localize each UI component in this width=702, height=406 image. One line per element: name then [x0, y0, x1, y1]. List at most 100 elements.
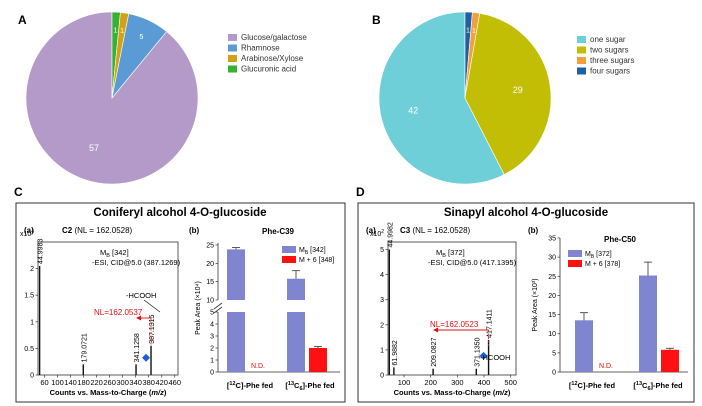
- spectrum-c-esi-label: -ESI, CID@5.0 (387.1269): [92, 258, 181, 267]
- panel-d-frame: [357, 202, 695, 403]
- bars-c: (b) Phe-C39 0 1 2 3 4 5 10 15 20 25 Peak Area (×10⁴)…: [189, 226, 340, 392]
- bars-c-y-tick-label-low-4: 4: [210, 322, 214, 329]
- spectrum-c-peak-label-2: 341.1258: [134, 333, 141, 362]
- spectrum-c-x-label: Counts vs. Mass-to-Charge (m/z): [50, 388, 167, 397]
- pie-b-slice-label-2: 1: [472, 28, 476, 35]
- bars-d-bar-0-1: [639, 275, 657, 372]
- spectrum-c-y-tick-label-2: 1: [30, 319, 34, 326]
- bars-c-y-tick-label-high-1: 15: [206, 279, 214, 286]
- panel-label-d: D: [356, 185, 365, 199]
- spectrum-c-x-tick-label-2: 140: [64, 378, 77, 387]
- spectrum-d-label: (a): [366, 226, 376, 235]
- bars-d-y-tick-label-4: 20: [548, 293, 556, 300]
- bars-c-category-label-0: [12C]-Phe fed: [227, 381, 274, 390]
- spectrum-d-peak-label-0: 44.9982: [387, 222, 394, 247]
- spectrum-c-nl-label: NL=162.0537: [94, 308, 143, 317]
- bars-d-y-tick-label-0: 0: [552, 370, 556, 377]
- spectrum-d-peak-label-2: 209.0827: [431, 337, 438, 366]
- pie-b-legend-label-2: three sugars: [590, 56, 634, 65]
- pie-a-legend-swatch-3: [228, 65, 237, 73]
- spectrum-d-ion-label: MB [372]: [436, 248, 465, 259]
- pie-b-slice-label-3: 1: [466, 27, 470, 34]
- spectrum-d-nl-arrow-head: [433, 327, 439, 333]
- pie-a-slice-1: [111, 13, 167, 99]
- bars-c-legend-label-1: M + 6 [348]: [299, 257, 334, 264]
- spectrum-d-peak-label-3: 371.1350: [474, 337, 481, 366]
- pie-b: 42 1 1 29: [378, 11, 552, 185]
- pie-a-legend-swatch-2: [228, 55, 237, 62]
- spectrum-c-label: (a): [24, 226, 34, 235]
- pie-b-legend-label-1: two sugars: [590, 46, 629, 55]
- bars-c-y-tick-label-low-1: 1: [210, 358, 214, 365]
- bars-c-bar-0-1-low: [287, 312, 305, 372]
- spectrum-d-x-tick-label-2: 300: [451, 378, 464, 387]
- bars-c-bar-0-0-low: [227, 312, 245, 372]
- spectrum-d-plot-area: [387, 241, 517, 376]
- bars-d-nd-label: N.D.: [599, 363, 613, 370]
- bars-c-legend-swatch-0: [282, 246, 296, 253]
- spectrum-c-x-tick-label-9: 420: [155, 378, 168, 387]
- spectrum-d-peak-label-1: 61.9882: [392, 340, 399, 365]
- bars-c-title: Phe-C39: [262, 227, 295, 236]
- bars-c-y-tick-label-high-0: 10: [206, 298, 214, 305]
- pie-b-slice-label-0: 42: [408, 106, 418, 116]
- spectrum-d: (a) C3 (NL = 162.0528) x102 0 1 2 3 4 5 100 200 300…: [366, 222, 517, 397]
- bars-d-y-tick-label-5: 25: [548, 274, 556, 281]
- bars-c-bar-0-0: [227, 249, 245, 300]
- spectrum-c-loss-line: [143, 299, 161, 313]
- spectrum-d-esi-label: -ESI, CID@5.0 (417.1395): [428, 258, 517, 267]
- pie-a-legend-label-0: Glucose/galactose: [241, 33, 307, 42]
- spectrum-d-x-tick-label-4: 500: [504, 378, 517, 387]
- bars-d-legend-swatch-0: [568, 250, 582, 257]
- bars-c-y-label: Peak Area (×10⁴): [195, 281, 202, 335]
- spectrum-c-y-tick-label-1: 0.5: [24, 346, 34, 353]
- bars-d-legend-label-0: MB [372]: [585, 251, 612, 260]
- pie-a-slice-label-3: 1: [113, 27, 117, 34]
- bars-c-y-tick-label-low-3: 3: [210, 334, 214, 341]
- spectrum-c-x-tick-label-5: 260: [103, 378, 116, 387]
- pie-b-legend-swatch-1: [577, 46, 586, 54]
- bars-d-y-tick-label-3: 15: [548, 312, 556, 319]
- pie-b-legend-swatch-3: [577, 67, 586, 75]
- spectrum-d-y-tick-label-2: 2: [380, 322, 384, 329]
- spectrum-c-x-tick-label-8: 380: [142, 378, 155, 387]
- panel-c-title: Coniferyl alcohol 4-O-glucoside: [93, 207, 266, 219]
- bars-d-title: Phe-C50: [604, 235, 637, 244]
- pie-b-slice-0: [378, 11, 505, 185]
- bars-c-y-tick-label-low-5: 5: [210, 310, 214, 317]
- spectrum-d-y-tick-label-5: 5: [380, 247, 384, 254]
- spectrum-c-peak-label-1: 179.0721: [81, 333, 88, 362]
- spectrum-c-y-exponent: x104: [20, 229, 34, 238]
- spectrum-c-x-tick-label-0: 60: [40, 378, 48, 387]
- pie-b-legend-swatch-2: [577, 57, 586, 64]
- spectrum-c-x-tick-label-4: 220: [90, 378, 103, 387]
- spectrum-d-precursor-marker: [479, 351, 488, 360]
- spectrum-d-y-exponent: x102: [370, 229, 384, 238]
- spectrum-c-x-tick-label-10: 460: [168, 378, 181, 387]
- pie-a-legend-swatch-1: [228, 44, 237, 52]
- spectrum-c-x-tick-label-7: 340: [129, 378, 142, 387]
- bars-c-y-tick-label-high-2: 20: [206, 261, 214, 268]
- bars-d-bar-0-0: [575, 320, 593, 372]
- spectrum-d-y-tick-label-0: 0: [380, 373, 384, 380]
- panel-c-frame: [15, 202, 346, 403]
- spectrum-c-precursor-marker: [142, 353, 151, 362]
- spectrum-d-y-tick-label-3: 3: [380, 297, 384, 304]
- pie-b-slice-1: [464, 12, 552, 175]
- spectrum-c-x-tick-label-6: 300: [116, 378, 129, 387]
- pie-a-legend-swatch-0: [228, 34, 237, 41]
- spectrum-d-x-tick-label-0: 100: [398, 378, 411, 387]
- bars-d-y-label: Peak Area (×10³): [532, 278, 539, 331]
- panel-d-title: Sinapyl alcohol 4-O-glucoside: [444, 207, 608, 219]
- bars-d-category-label-1: [13C6]-Phe fed: [633, 381, 683, 392]
- bars-d-y-tick-label-7: 35: [548, 236, 556, 243]
- bars-d-y-tick-label-6: 30: [548, 255, 556, 262]
- spectrum-d-peak-label-4: 417.1411: [487, 309, 494, 338]
- pie-a-slice-label-0: 57: [89, 143, 99, 153]
- spectrum-c-loss-label: -HCOOH: [126, 291, 156, 300]
- bars-d-y-tick-label-2: 10: [548, 331, 556, 338]
- spectrum-d-header: C3 (NL = 162.0528): [400, 226, 471, 235]
- panel-label-c: C: [14, 185, 23, 199]
